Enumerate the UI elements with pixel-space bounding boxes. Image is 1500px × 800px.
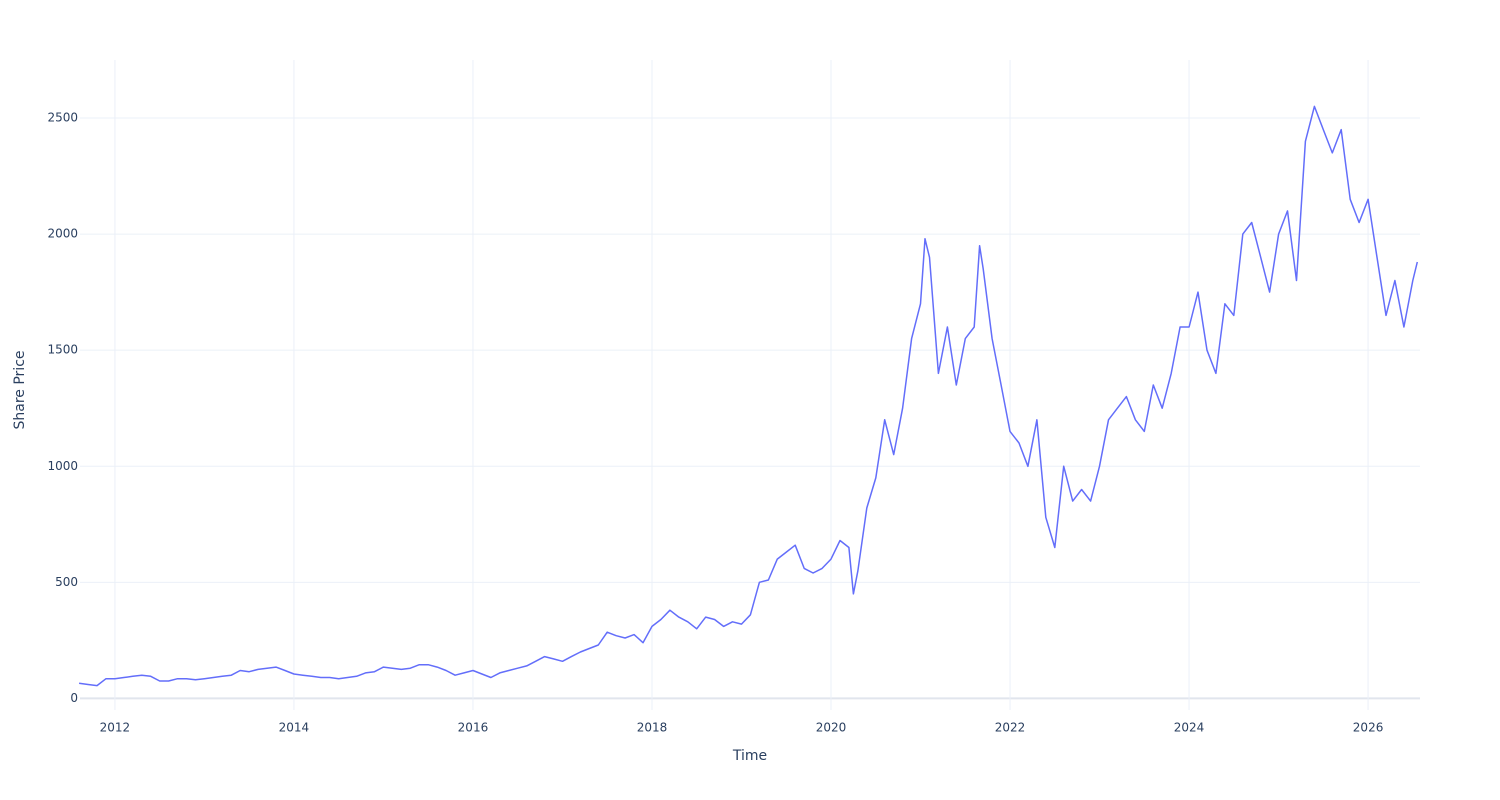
x-tick-label: 2020 <box>816 721 847 735</box>
x-tick-label: 2026 <box>1353 721 1384 735</box>
y-tick-label: 1000 <box>47 459 78 473</box>
y-tick-label: 1500 <box>47 343 78 357</box>
y-tick-label: 0 <box>70 691 78 705</box>
x-tick-label: 2024 <box>1174 721 1205 735</box>
x-tick-label: 2016 <box>458 721 489 735</box>
y-tick-label: 2500 <box>47 111 78 125</box>
x-tick-label: 2014 <box>279 721 310 735</box>
x-tick-label: 2012 <box>100 721 131 735</box>
x-tick-label: 2018 <box>637 721 668 735</box>
x-tick-label: 2022 <box>995 721 1026 735</box>
y-tick-label: 2000 <box>47 227 78 241</box>
x-axis-title: Time <box>732 748 767 764</box>
y-axis-title: Share Price <box>12 350 28 429</box>
price-line <box>79 105 1419 687</box>
y-tick-label: 500 <box>55 575 78 589</box>
